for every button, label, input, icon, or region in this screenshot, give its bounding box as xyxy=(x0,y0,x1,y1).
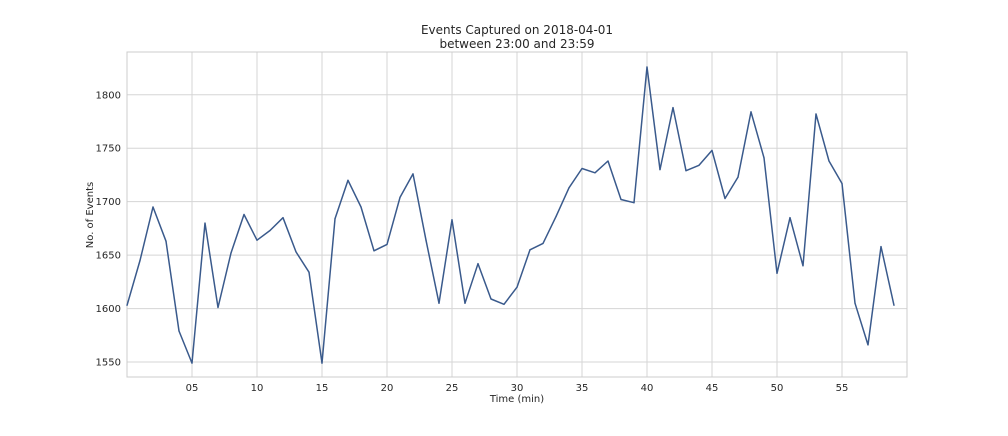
x-tick-label: 05 xyxy=(186,383,199,394)
grid xyxy=(127,52,907,377)
y-tick-label: 1750 xyxy=(96,144,121,155)
data-point xyxy=(295,251,297,253)
data-point xyxy=(204,222,206,224)
series-line xyxy=(126,66,895,364)
x-tick-label: 10 xyxy=(251,383,264,394)
data-point xyxy=(438,302,440,304)
data-point xyxy=(399,196,401,198)
data-point xyxy=(243,213,245,216)
data-point xyxy=(893,304,895,306)
data-point xyxy=(776,272,778,274)
y-tick-label: 1550 xyxy=(96,358,121,369)
data-point xyxy=(724,197,726,200)
data-point xyxy=(412,173,414,175)
series-layer xyxy=(126,66,895,364)
data-point xyxy=(542,242,544,244)
data-point xyxy=(360,206,362,208)
y-tick-label: 1700 xyxy=(96,197,121,208)
data-point xyxy=(165,240,167,242)
data-point xyxy=(815,113,817,115)
x-tick-labels: 05 10 15 20 25 30 35 40 45 50 55 xyxy=(186,383,849,394)
x-tick-label: 45 xyxy=(706,383,719,394)
x-axis-label: Time (min) xyxy=(489,394,544,405)
x-tick-label: 40 xyxy=(641,383,654,394)
x-tick-label: 50 xyxy=(771,383,784,394)
data-point xyxy=(841,182,843,185)
y-tick-label: 1800 xyxy=(96,90,121,101)
data-point xyxy=(646,66,648,68)
data-point xyxy=(308,271,310,273)
x-tick-label: 30 xyxy=(511,383,524,394)
data-point xyxy=(152,206,154,208)
data-point xyxy=(282,217,284,219)
x-tick-label: 25 xyxy=(446,383,459,394)
data-point xyxy=(451,219,453,221)
data-point xyxy=(867,344,869,346)
data-point xyxy=(126,304,128,306)
data-point xyxy=(594,172,596,174)
data-point xyxy=(373,250,375,252)
y-axis-label: No. of Events xyxy=(85,182,96,248)
chart-title-line-1: Events Captured on 2018-04-01 xyxy=(421,23,613,37)
data-point xyxy=(464,302,466,304)
data-point xyxy=(386,243,388,246)
x-tick-label: 35 xyxy=(576,383,589,394)
data-point xyxy=(737,176,739,178)
data-point xyxy=(256,239,258,241)
data-point xyxy=(828,160,830,162)
data-point xyxy=(672,106,674,109)
data-point xyxy=(711,149,713,151)
data-point xyxy=(217,306,219,309)
data-point xyxy=(269,229,271,232)
data-point xyxy=(763,157,765,159)
data-point xyxy=(659,168,661,171)
x-tick-label: 55 xyxy=(836,383,849,394)
data-point xyxy=(529,249,531,251)
data-point xyxy=(568,187,570,189)
data-point xyxy=(607,160,609,162)
y-tick-label: 1650 xyxy=(96,251,121,262)
data-point xyxy=(321,362,323,364)
data-point xyxy=(854,302,856,304)
data-point xyxy=(698,164,700,166)
plot-frame xyxy=(126,51,908,378)
data-point xyxy=(516,286,518,288)
data-point xyxy=(139,259,141,262)
data-point xyxy=(191,362,193,364)
data-point xyxy=(633,202,635,204)
data-point xyxy=(178,330,180,332)
data-point xyxy=(425,239,427,241)
data-point xyxy=(334,218,336,220)
data-point xyxy=(685,170,687,172)
data-point xyxy=(802,265,804,267)
data-point xyxy=(750,111,752,113)
data-point xyxy=(477,263,479,265)
chart-title-line-2: between 23:00 and 23:59 xyxy=(439,37,594,51)
data-point xyxy=(503,303,505,305)
data-point xyxy=(789,217,791,219)
data-point xyxy=(620,198,622,201)
data-point xyxy=(490,298,492,300)
data-point xyxy=(880,245,882,248)
y-tick-labels: 1550 1600 1650 1700 1750 1800 xyxy=(96,90,121,368)
y-tick-label: 1600 xyxy=(96,304,121,315)
x-tick-label: 15 xyxy=(316,383,329,394)
data-point xyxy=(581,167,583,170)
x-tick-label: 20 xyxy=(381,383,394,394)
data-point xyxy=(230,252,232,254)
data-point xyxy=(555,216,557,218)
data-point xyxy=(347,179,349,181)
